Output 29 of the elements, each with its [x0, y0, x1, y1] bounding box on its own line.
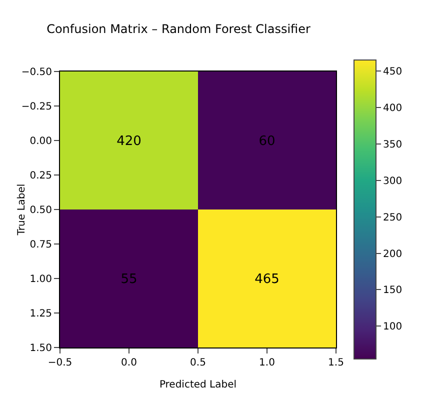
color-bar-label: 400: [383, 102, 402, 114]
data-label: 55: [120, 272, 138, 288]
color-bar-label: 150: [383, 285, 402, 296]
y-tick-label: 0.25: [30, 170, 52, 182]
x-tick-label: 1.0: [259, 358, 275, 368]
y-tick-label: 0.50: [30, 205, 52, 216]
x-axis-title: Predicted Label: [159, 380, 237, 390]
y-tick-label: 0.75: [30, 240, 52, 250]
color-bar-label: 100: [383, 322, 402, 333]
y-tick-label: 1.25: [30, 308, 52, 320]
y-tick-label: 1.00: [30, 274, 52, 285]
color-bar-label: 300: [383, 176, 402, 187]
x-tick-label: 0.0: [121, 358, 137, 368]
x-tick-label: 1.5: [328, 358, 344, 368]
y-axis-title: True Label: [16, 184, 28, 236]
y-tick-label: −0.50: [21, 67, 52, 78]
color-bar-label: 450: [383, 66, 402, 78]
x-tick-label: −0.5: [48, 358, 72, 368]
y-tick-label: 0.00: [30, 136, 52, 147]
color-bar-label: 350: [383, 139, 402, 150]
y-tick-label: 1.50: [30, 343, 52, 354]
color-bar-label: 200: [383, 248, 402, 260]
x-tick-label: 0.5: [190, 358, 206, 368]
data-label: 465: [254, 272, 280, 288]
y-tick-label: −0.25: [21, 102, 52, 112]
color-bar-label: 250: [383, 212, 402, 224]
chart-title: Confusion Matrix – Random Forest Classifier: [46, 22, 310, 36]
data-label: 420: [116, 134, 142, 150]
data-label: 60: [258, 134, 276, 150]
